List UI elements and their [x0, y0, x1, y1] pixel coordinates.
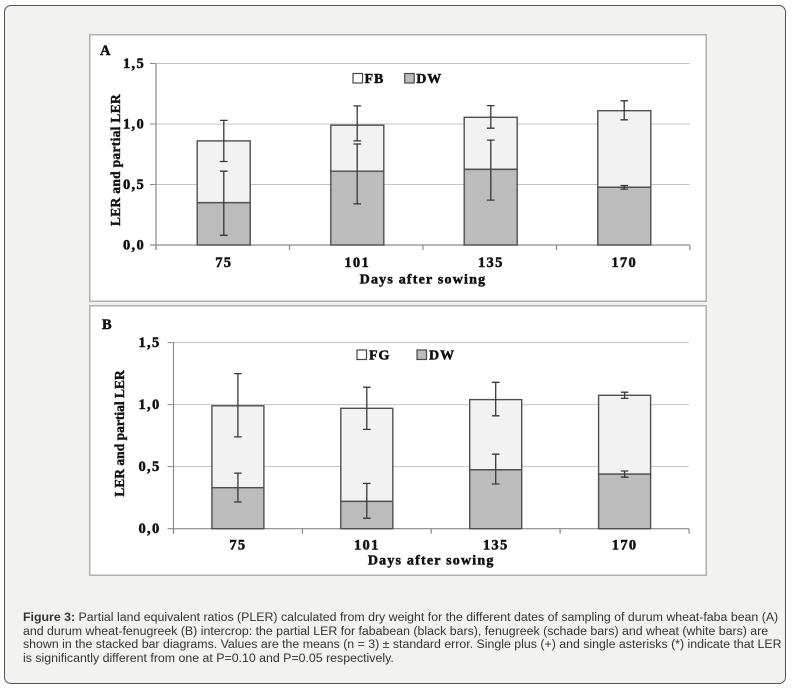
- svg-text:0,0: 0,0: [138, 521, 160, 537]
- svg-text:75: 75: [215, 255, 232, 271]
- svg-text:A: A: [100, 43, 111, 59]
- svg-text:101: 101: [354, 538, 380, 554]
- svg-text:101: 101: [344, 255, 370, 271]
- svg-text:135: 135: [478, 255, 504, 271]
- svg-text:0,5: 0,5: [123, 177, 145, 193]
- svg-text:0,5: 0,5: [138, 459, 160, 475]
- svg-text:75: 75: [229, 538, 246, 554]
- svg-text:135: 135: [483, 538, 509, 554]
- svg-text:1,5: 1,5: [123, 56, 145, 72]
- svg-text:FB: FB: [365, 72, 385, 87]
- svg-text:DW: DW: [416, 72, 442, 87]
- svg-text:FG: FG: [369, 349, 390, 364]
- svg-text:1,0: 1,0: [138, 397, 160, 413]
- svg-text:B: B: [102, 317, 112, 333]
- svg-text:Days after sowing: Days after sowing: [368, 554, 495, 569]
- svg-text:LER and partial LER: LER and partial LER: [108, 94, 123, 226]
- svg-text:Days after sowing: Days after sowing: [360, 273, 487, 288]
- svg-text:LER and partial LER: LER and partial LER: [112, 370, 127, 497]
- svg-text:1,0: 1,0: [123, 117, 145, 133]
- svg-text:0,0: 0,0: [123, 238, 145, 254]
- svg-text:DW: DW: [429, 349, 455, 364]
- svg-text:1,5: 1,5: [138, 335, 160, 351]
- svg-text:170: 170: [612, 538, 638, 554]
- svg-text:170: 170: [611, 255, 637, 271]
